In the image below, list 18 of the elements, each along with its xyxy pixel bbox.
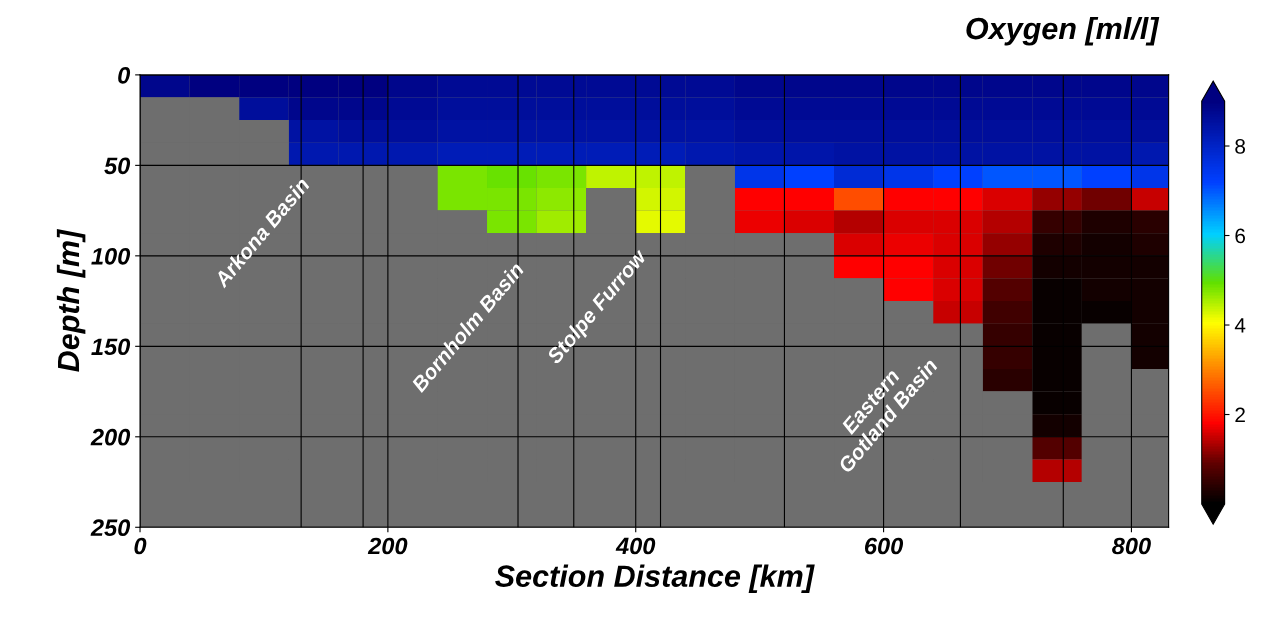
y-axis-title: Depth [m] xyxy=(56,228,86,372)
y-tick-label: 200 xyxy=(90,428,131,446)
x-tick-label: 200 xyxy=(367,537,408,555)
color-bar-label: 8 xyxy=(1235,139,1246,154)
x-tick-label: 400 xyxy=(615,537,656,555)
y-tick-label: 150 xyxy=(91,338,131,356)
color-bar-title: Oxygen [ml/l] xyxy=(966,16,1160,46)
y-tick-label: 100 xyxy=(91,247,131,265)
color-bar-label: 6 xyxy=(1235,228,1246,244)
y-tick-label: 50 xyxy=(104,157,131,175)
y-tick-label: 0 xyxy=(118,66,131,84)
color-bar-label: 4 xyxy=(1234,318,1246,333)
x-tick-label: 800 xyxy=(1112,537,1151,555)
x-tick-label: 600 xyxy=(864,537,904,555)
color-bar-label: 2 xyxy=(1235,407,1245,423)
x-tick-label: 0 xyxy=(134,537,147,555)
x-axis-title: Section Distance [km] xyxy=(495,564,815,594)
y-tick-label: 250 xyxy=(90,519,131,537)
